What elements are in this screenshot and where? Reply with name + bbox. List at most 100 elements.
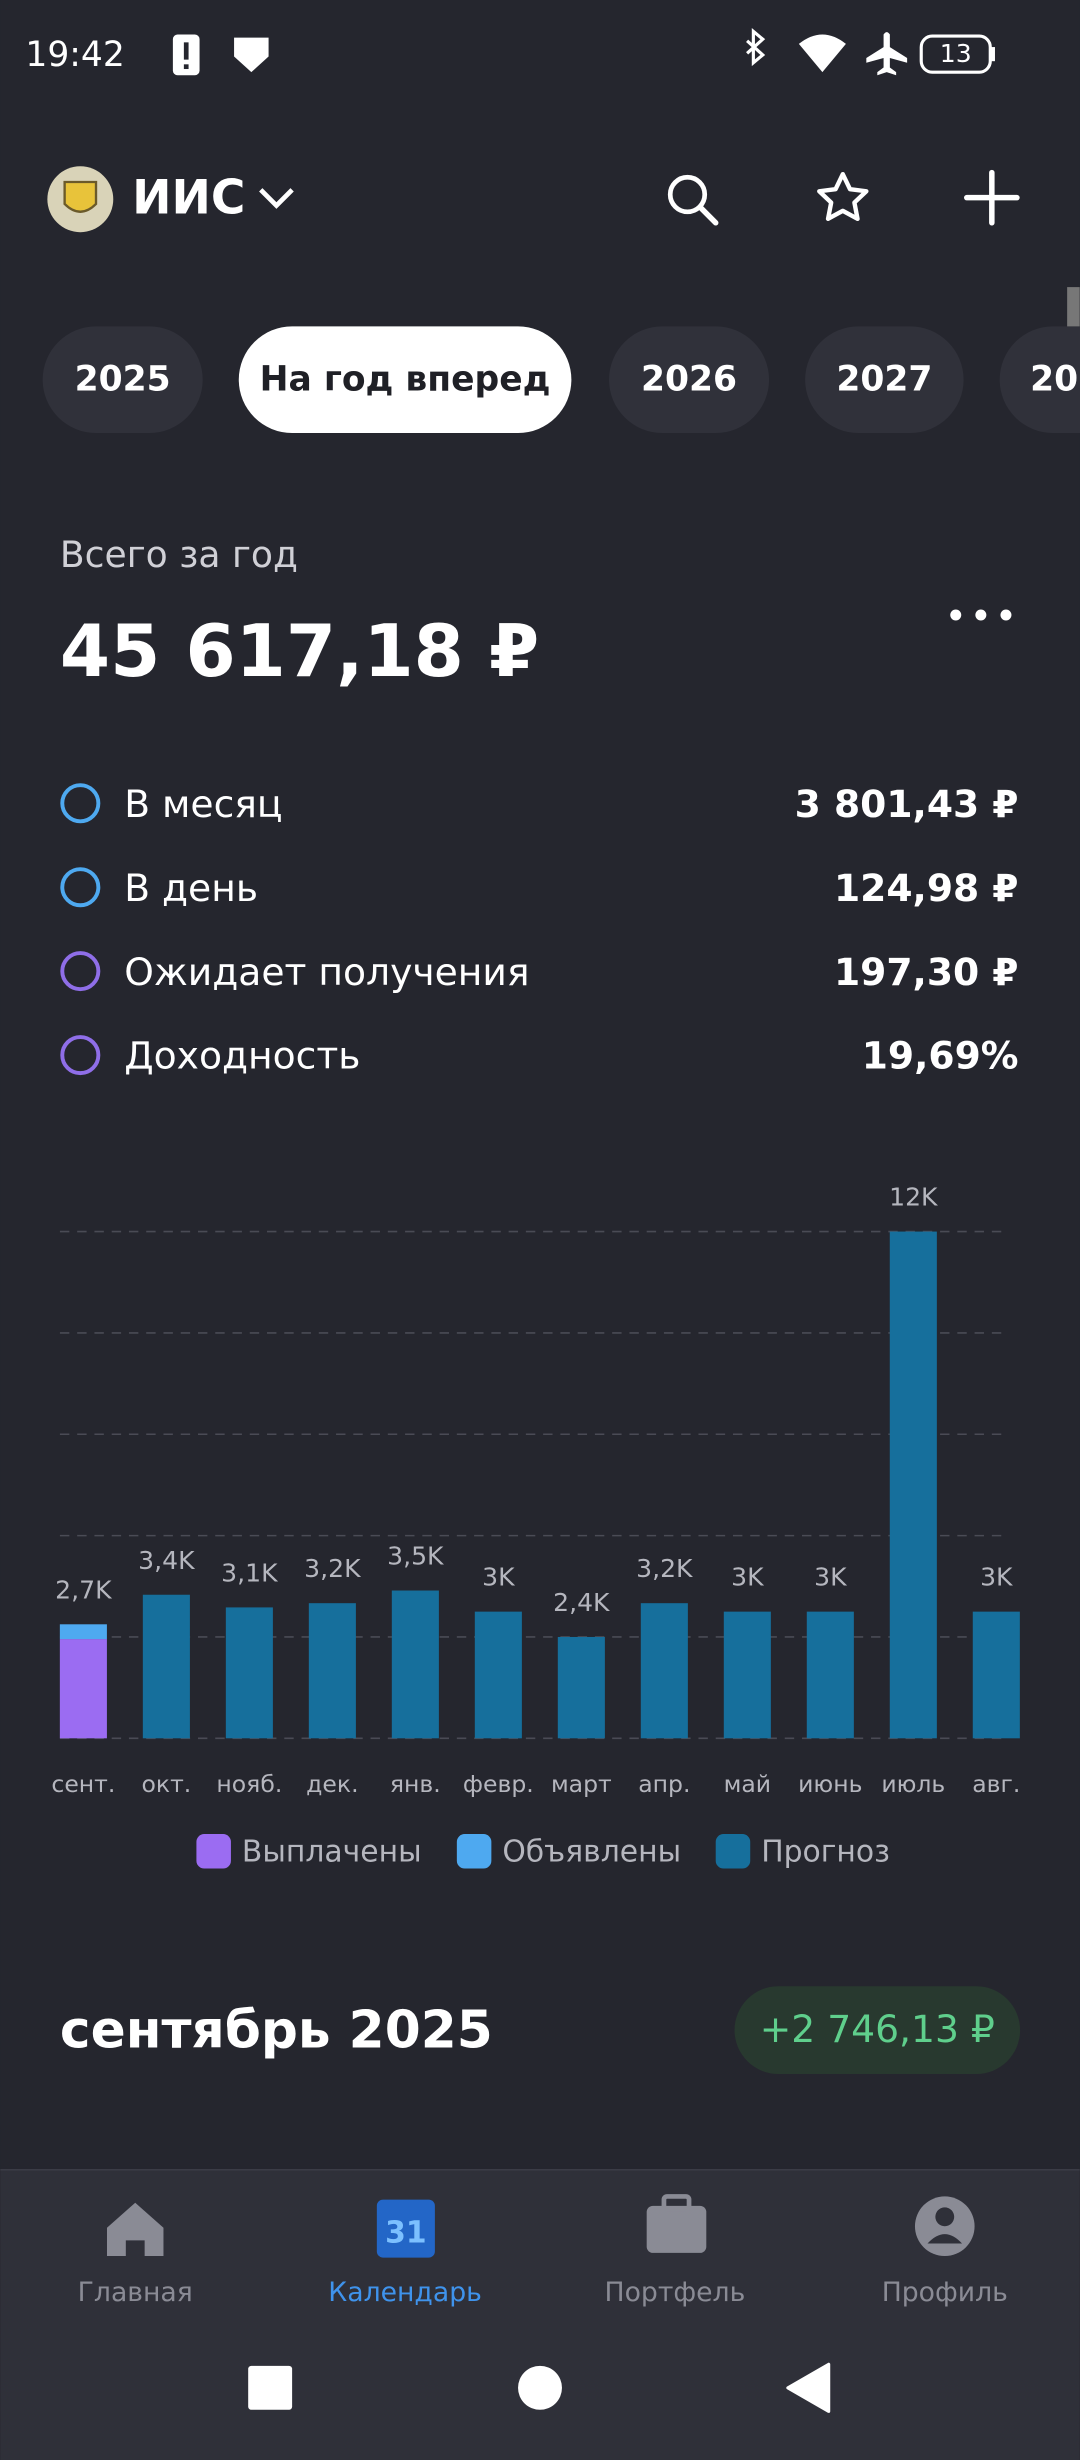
bar-segment [308,1603,356,1739]
nav-label[interactable]: Главная [78,2277,193,2308]
bar-value-label: 2,4K [553,1588,610,1617]
bar-segment [557,1636,605,1739]
legend-swatch[interactable] [196,1834,231,1869]
calendar-day: 31 [385,2216,426,2251]
x-tick-label: окт. [141,1770,191,1798]
nav-label[interactable]: Портфель [605,2277,746,2308]
search-button[interactable] [667,174,708,215]
legend-swatch[interactable] [456,1834,492,1869]
account-dropdown[interactable] [259,188,294,209]
stat-value: 124,98 ₽ [834,866,1019,910]
bar-segment [59,1639,107,1739]
stat-marker [60,867,101,908]
x-tick-label: февр. [463,1770,534,1798]
add-button[interactable] [963,169,1020,226]
bar-segment [723,1611,771,1739]
chart: 2,7K сент. 3,4K окт. 3,1K нояб. 3,2K дек. 3,5K ян… [51,1183,1020,1870]
portfolio-icon [646,2205,707,2253]
stat-label: Ожидает получения [124,950,529,994]
x-tick-label: дек. [306,1770,358,1798]
tab[interactable] [609,326,770,434]
x-tick-label: янв. [390,1770,441,1798]
stat-marker [60,1035,101,1076]
tab[interactable] [238,326,572,434]
bar-value-label: 2,7K [55,1575,112,1604]
x-tick-label: июнь [798,1770,862,1798]
bar-value-label: 3,4K [138,1546,195,1575]
legend-label[interactable]: Объявлены [502,1834,681,1869]
x-tick-label: нояб. [216,1770,282,1798]
summary-total: 45 617,18 ₽ [60,610,539,694]
tab[interactable] [999,326,1080,433]
bar-segment [225,1607,273,1739]
legend-swatch[interactable] [715,1834,751,1869]
stat-label: В день [124,866,258,910]
more-button[interactable] [950,609,1012,621]
bar-segment [142,1594,190,1739]
wifi-icon [798,34,846,73]
month-amount-pill [734,1986,1021,2075]
bar-segment [391,1590,439,1739]
nav-label[interactable]: Календарь [328,2277,482,2308]
bar-value-label: 3K [814,1563,847,1592]
x-tick-label: март [551,1770,612,1798]
stat-value: 3 801,43 ₽ [795,782,1019,826]
x-tick-label: июль [881,1770,945,1798]
bar-value-label: 3K [980,1563,1013,1592]
period-tabs: 2025 На год вперед 2026 2027 2028 [42,326,1080,434]
bar-value-label: 3,2K [636,1554,693,1583]
x-tick-label: сент. [51,1770,115,1798]
search-button [697,204,719,226]
bar-value-label: 3,2K [304,1554,361,1583]
legend-label[interactable]: Выплачены [242,1834,422,1869]
account-logo [63,180,98,213]
legend-label[interactable]: Прогноз [761,1834,890,1869]
bar-segment [972,1611,1020,1739]
favorite-button[interactable] [817,171,869,222]
month-title: сентябрь 2025 [60,2000,493,2060]
recents-button[interactable] [248,2365,293,2410]
status-time: 19:42 [25,35,124,75]
stat-label: В месяц [124,782,282,826]
tab-label: 2025 [75,360,171,400]
x-tick-label: май [724,1770,771,1798]
tab-label: 2027 [836,360,932,400]
profile-icon [927,2234,963,2244]
tab-label: 2028 [1030,360,1080,400]
stat-marker [60,783,101,824]
bar-segment [889,1231,937,1739]
tab[interactable] [805,326,964,434]
tab[interactable] [42,326,203,434]
bar-value-label: 3K [731,1563,764,1592]
stat-label: Доходность [124,1034,360,1078]
nav-labels: Главная Календарь Портфель Профиль [78,2277,1008,2308]
back-button[interactable] [786,2362,831,2413]
stat-value: 197,30 ₽ [834,950,1019,994]
summary-label: Всего за год [60,534,298,576]
stat-value: 19,69% [862,1034,1019,1078]
bottom-nav [0,2169,1080,2460]
bar-value-label: 3,1K [221,1558,278,1587]
bluetooth-icon [746,28,766,67]
bar-value-label: 3,5K [387,1542,444,1571]
bar-segment [640,1603,688,1739]
airplane-icon [866,32,908,76]
stat-marker [60,951,101,992]
battery-icon [990,47,995,62]
calendar-icon [376,2199,435,2258]
portfolio-icon [661,2194,692,2212]
status-icon [234,37,269,73]
status-icon [183,64,189,70]
nav-label[interactable]: Профиль [882,2277,1008,2308]
month-amount: +2 746,13 ₽ [760,2007,995,2051]
tab-label: На год вперед [260,360,551,400]
x-tick-label: апр. [638,1770,690,1798]
bar-value-label: 12K [889,1183,938,1212]
bar-value-label: 3K [482,1563,515,1592]
stats: В месяц 3 801,43 ₽ В день 124,98 ₽ Ожидает п… [60,782,1019,1078]
battery-level: 13 [940,39,972,68]
home-button[interactable] [518,2365,562,2410]
tab-label: 2026 [641,360,737,400]
account-title[interactable]: ИИС [132,170,245,225]
